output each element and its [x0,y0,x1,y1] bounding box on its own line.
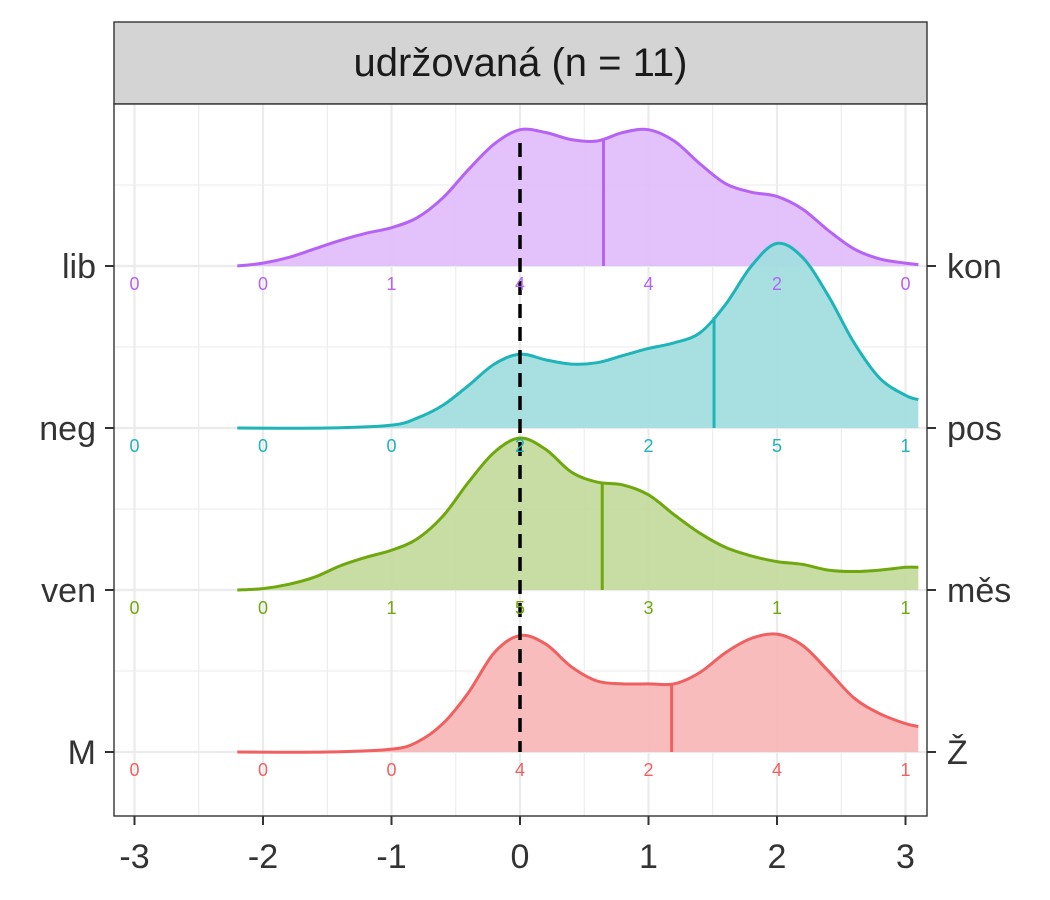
ridge-ven-měs [237,436,919,592]
count-label: 0 [129,760,139,780]
y-label-left: neg [39,410,96,448]
x-tick-label: 3 [896,838,915,876]
density-area [237,129,919,266]
x-tick-label: -2 [248,838,278,876]
count-labels: 0 0 0 4 2 4 1 0 0 1 5 3 1 1 0 0 0 2 2 5 1 0 0 1 4 4 2 0 [129,274,910,780]
count-label: 2 [643,760,653,780]
y-label-left: ven [41,572,96,610]
density-line [237,632,919,754]
count-label: 0 [258,274,268,294]
x-axis: -3 -2 -1 0 1 2 3 [119,816,915,876]
density-area [237,243,919,429]
count-label: 0 [129,436,139,456]
count-label: 2 [515,436,525,456]
facet-strip [113,21,928,105]
x-tick-label: -1 [376,838,406,876]
count-label: 2 [772,274,782,294]
count-label: 0 [258,760,268,780]
ridge-neg-pos [237,241,919,430]
density-area [237,438,919,590]
count-label: 4 [515,760,525,780]
count-label: 0 [386,760,396,780]
count-label: 1 [900,598,910,618]
density-area [237,633,919,753]
count-label: 5 [515,598,525,618]
y-label-left: lib [62,248,96,286]
density-line [237,127,919,268]
count-label: 0 [258,436,268,456]
ridge-M-Ž [237,632,919,754]
count-label: 4 [515,274,525,294]
density-line [237,436,919,592]
count-label: 3 [643,598,653,618]
count-label: 1 [386,274,396,294]
y-label-left: M [68,734,96,772]
count-label: 1 [772,598,782,618]
count-label: 0 [386,436,396,456]
count-label: 4 [772,760,782,780]
x-tick-label: 2 [768,838,787,876]
count-label: 4 [643,274,653,294]
count-label: 1 [900,436,910,456]
count-label: 1 [900,760,910,780]
count-label: 5 [772,436,782,456]
y-label-right: měs [947,572,1011,610]
facet-title: udržovaná (n = 11) [354,41,688,85]
count-label: 0 [258,598,268,618]
y-label-right: pos [947,410,1002,448]
y-label-right: Ž [947,734,968,772]
count-label: 0 [129,598,139,618]
count-label: 0 [900,274,910,294]
x-tick-label: 0 [511,838,530,876]
x-tick-label: 1 [639,838,658,876]
ridges [237,127,919,754]
count-label: 1 [386,598,396,618]
count-label: 2 [643,436,653,456]
count-label: 0 [129,274,139,294]
x-tick-label: -3 [119,838,149,876]
y-label-right: kon [947,248,1002,286]
density-line [237,241,919,430]
ridge-lib-kon [237,127,919,268]
